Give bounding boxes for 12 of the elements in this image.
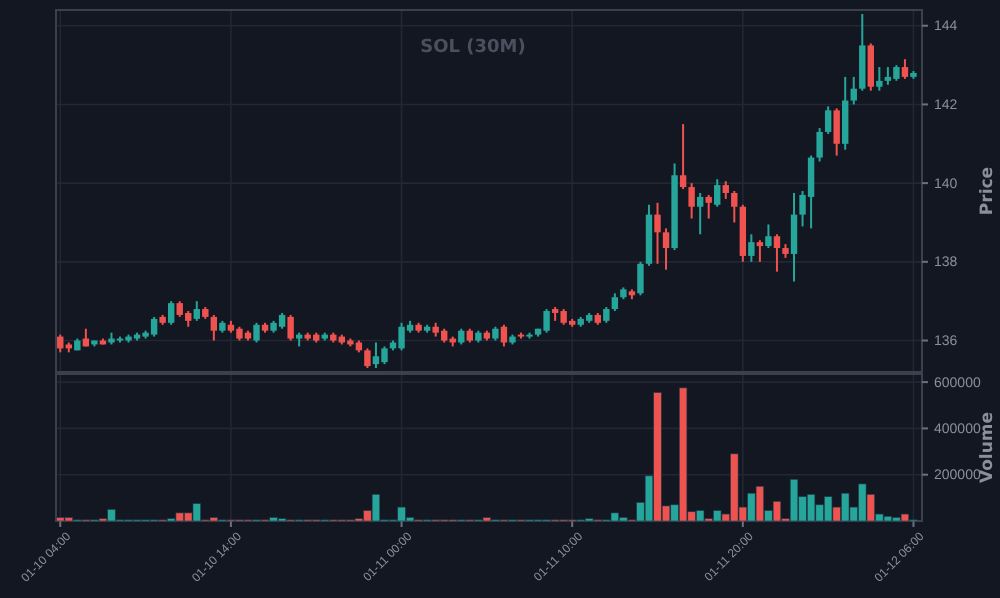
bar xyxy=(772,501,782,522)
bar xyxy=(653,392,662,522)
bar xyxy=(806,494,816,522)
y-axis-title: Volume xyxy=(978,411,998,484)
text: SOL (30M) xyxy=(420,38,526,58)
bar xyxy=(371,494,381,522)
bar xyxy=(883,516,892,522)
bar xyxy=(900,513,910,522)
bar xyxy=(175,512,184,522)
bar xyxy=(192,503,201,522)
bar xyxy=(789,479,799,522)
y-axis-title: Price xyxy=(978,166,998,216)
